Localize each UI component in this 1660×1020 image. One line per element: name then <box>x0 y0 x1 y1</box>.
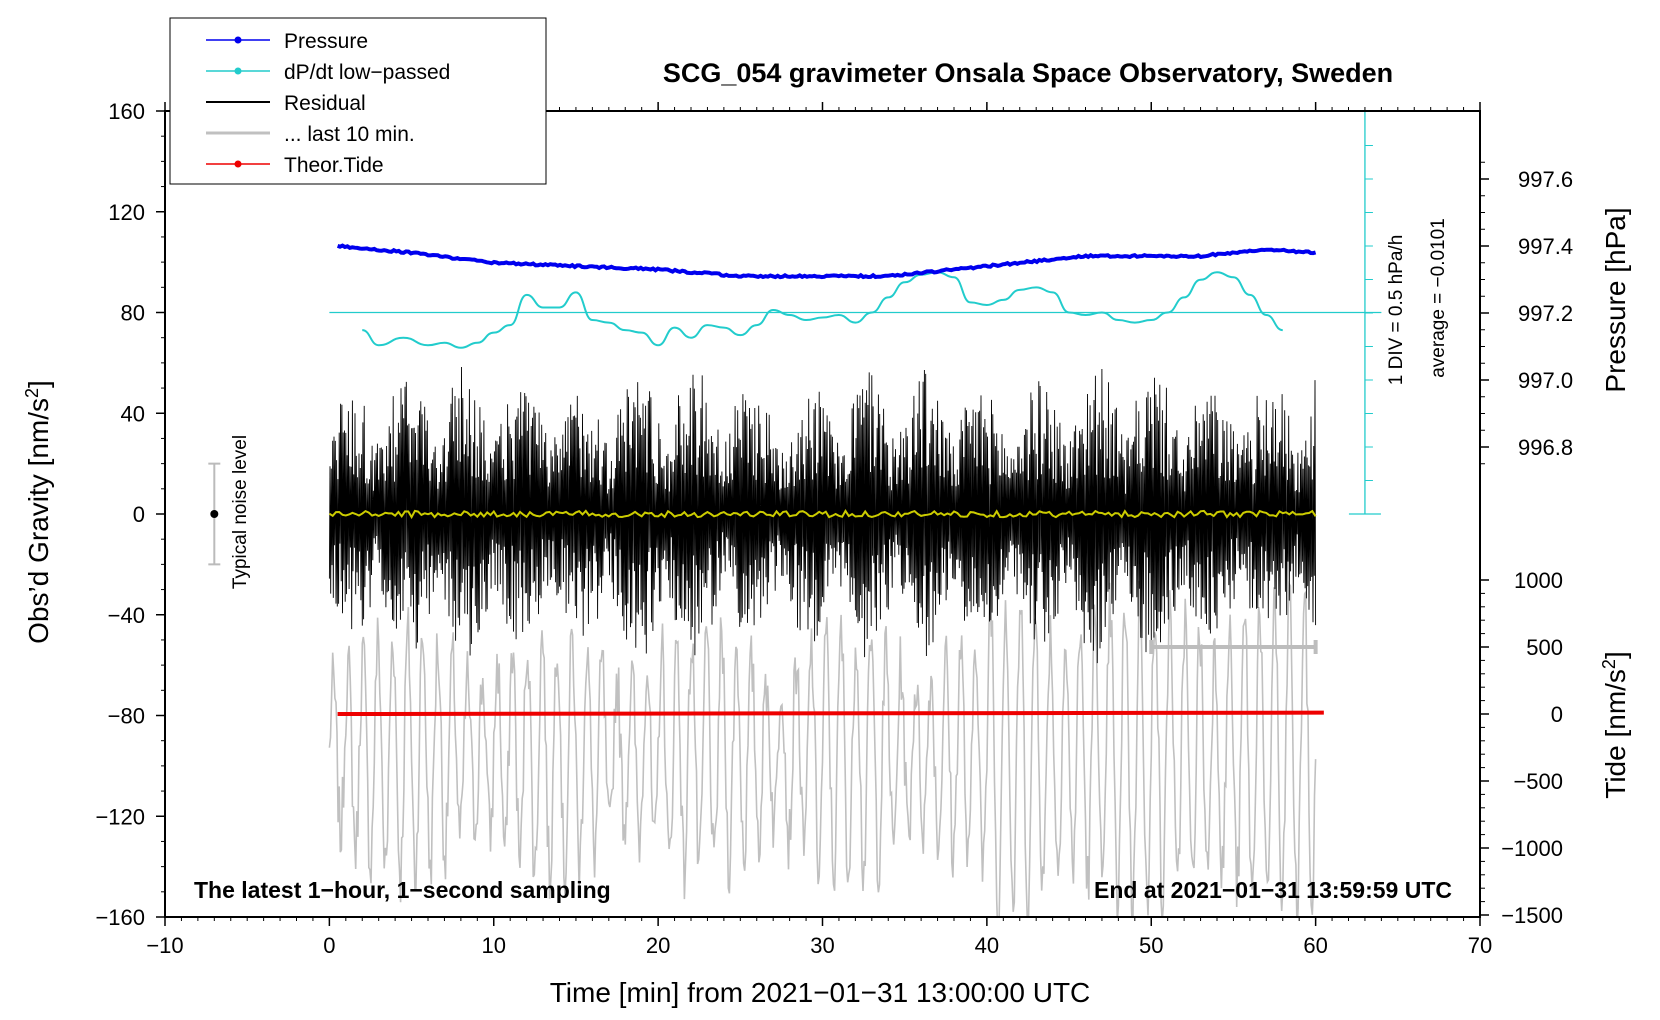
chart-title: SCG_054 gravimeter Onsala Space Observat… <box>663 58 1393 88</box>
x-tick-label: −10 <box>146 933 183 958</box>
y-tick-label: 120 <box>108 200 145 225</box>
pressure-tick-label: 997.2 <box>1518 301 1573 326</box>
y-tick-label: 0 <box>133 502 145 527</box>
y-axis-label-left-close: ] <box>23 380 54 388</box>
tide-tick-label: 1000 <box>1514 568 1563 593</box>
pressure-tick-label: 997.0 <box>1518 368 1573 393</box>
plot-clipped-group <box>328 111 1382 917</box>
legend-dot-dpdt <box>234 67 242 75</box>
noise-bar-center <box>210 510 219 518</box>
x-tick-label: 40 <box>975 933 999 958</box>
y-tick-label: −40 <box>108 603 145 628</box>
x-tick-label: 0 <box>323 933 335 958</box>
tide-tick-label: 500 <box>1526 635 1563 660</box>
pressure-tick-label: 996.8 <box>1518 435 1573 460</box>
average-label: average = −0.0101 <box>1428 218 1449 378</box>
series-pressure <box>336 243 1317 280</box>
y-tick-label: 40 <box>121 401 145 426</box>
x-tick-label: 50 <box>1139 933 1163 958</box>
legend-label-pressure: Pressure <box>284 30 368 53</box>
div-scale-label: 1 DIV = 0.5 hPa/h <box>1386 235 1407 386</box>
y-axis-label-tide-sup: 2 <box>1599 659 1619 669</box>
y-axis-label-tide-close: ] <box>1600 651 1631 659</box>
y-tick-label: −120 <box>95 804 145 829</box>
tide-tick-label: −1500 <box>1501 903 1563 928</box>
axes: −10 0 10 20 30 40 50 60 70 160 120 80 40 0 −40 −80 −120 −… <box>95 99 1573 958</box>
footer-left-label: The latest 1−hour, 1−second sampling <box>194 877 611 903</box>
x-tick-label: 60 <box>1303 933 1327 958</box>
x-tick-label: 20 <box>646 933 670 958</box>
footer-right-label: End at 2021−01−31 13:59:59 UTC <box>1094 877 1452 903</box>
pressure-tick-label: 997.6 <box>1518 167 1573 192</box>
noise-level-label: Typical noise level <box>230 435 251 589</box>
y-tick-label: 160 <box>108 99 145 124</box>
tide-tick-label: −1000 <box>1501 836 1563 861</box>
y-axis-label-tide-base: Tide [nm/s <box>1600 669 1631 799</box>
y-tick-label: −80 <box>108 704 145 729</box>
x-axis-label: Time [min] from 2021−01−31 13:00:00 UTC <box>550 977 1091 1008</box>
y-axis-label-left-base: Obs’d Gravity [nm/s <box>23 398 54 644</box>
series-last-10-min <box>328 580 1317 917</box>
legend-label-dpdt: dP/dt low−passed <box>284 61 450 84</box>
legend-label-last10: ... last 10 min. <box>284 123 415 146</box>
legend-label-residual: Residual <box>284 92 366 115</box>
y-axis-label-pressure: Pressure [hPa] <box>1600 207 1631 392</box>
legend: Pressure dP/dt low−passed Residual ... l… <box>169 17 547 185</box>
y-tick-label: −160 <box>95 905 145 930</box>
y-tick-label: 80 <box>121 301 145 326</box>
y-axis-label-tide: Tide [nm/s2] <box>1599 651 1631 798</box>
series-residual-mean <box>328 508 1317 520</box>
x-tick-label: 10 <box>482 933 506 958</box>
tide-tick-label: 0 <box>1551 702 1563 727</box>
y-axis-label-left: Obs’d Gravity [nm/s2] <box>22 380 54 644</box>
plot-area <box>208 111 1382 917</box>
x-tick-label: 70 <box>1468 933 1492 958</box>
legend-dot-pressure <box>234 36 242 44</box>
y-axis-label-left-sup: 2 <box>22 388 42 398</box>
tide-tick-label: −500 <box>1513 769 1563 794</box>
pressure-tick-label: 997.4 <box>1518 234 1573 259</box>
legend-dot-tide <box>234 160 242 168</box>
x-tick-label: 30 <box>810 933 834 958</box>
series-dpdt <box>362 271 1283 349</box>
series-theor-tide <box>337 710 1324 716</box>
legend-label-tide: Theor.Tide <box>284 154 384 177</box>
